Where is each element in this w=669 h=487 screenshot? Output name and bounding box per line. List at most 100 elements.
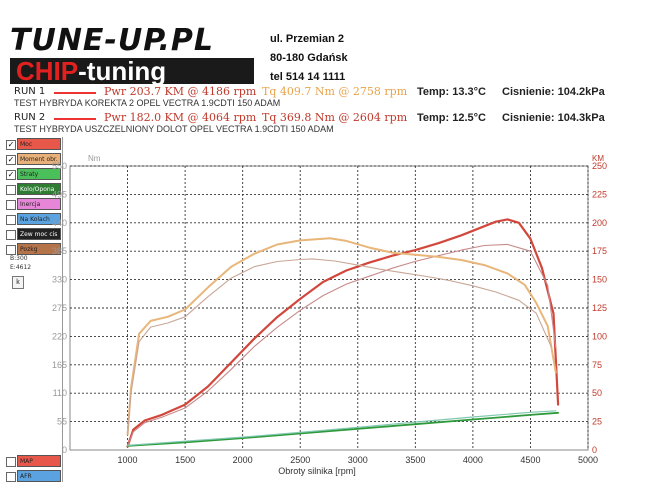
legend-swatch-label: Na Kolach [17,213,61,225]
y-right-tick-label: 0 [592,445,597,455]
legend-item[interactable]: ✓ Straty [4,168,62,181]
legend-swatch-label: Straty [17,168,61,180]
legend-item[interactable]: Na Kolach [4,213,62,226]
x-tick-label: 3000 [348,455,368,465]
legend-checkbox[interactable] [6,457,16,467]
run2-label: RUN 2 [14,112,46,123]
y-right-tick-label: 125 [592,303,607,313]
y-right-tick-label: 200 [592,218,607,228]
x-tick-label: 1500 [175,455,195,465]
legend-checkbox[interactable] [6,200,16,210]
run2-temp: Temp: 12.5°C [417,112,486,124]
series-line [127,410,557,446]
y-right-tick-label: 50 [592,388,602,398]
legend-item[interactable]: AFR [4,470,62,483]
y-left-tick-label: 440 [52,218,67,228]
legend-checkbox[interactable]: ✓ [6,155,16,165]
legend-swatch-label: Moment obr. [17,153,61,165]
legend-checkbox[interactable] [6,185,16,195]
y-right-tick-label: 175 [592,246,607,256]
legend-swatch-label: Kolo/Opona [17,183,61,195]
b-value: B:300 [10,255,28,262]
address-city: 80-180 Gdańsk [270,52,348,64]
address-block: ul. Przemian 2 80-180 Gdańsk tel 514 14 … [270,30,348,87]
run2-pressure: Cisnienie: 104.3kPa [502,112,605,124]
series-line [126,411,559,447]
y-left-tick-label: 55 [57,417,67,427]
legend-item[interactable]: Kolo/Opona [4,183,62,196]
legend-checkbox[interactable] [6,245,16,255]
legend-checkbox[interactable] [6,215,16,225]
legend-list: ✓ Moc ✓ Moment obr. ✓ Straty Kolo/Opona Inercja… [4,138,62,256]
series-line [126,218,560,448]
address-phone: tel 514 14 1111 [270,71,346,83]
run2-power: Pwr 182.0 KM @ 4064 rpm [104,111,257,124]
legend-swatch-label: Moc [17,138,61,150]
y-right-axis-label: KM [592,154,604,163]
run1-torque: Tq 409.7 Nm @ 2758 rpm [262,85,408,98]
y-left-tick-label: 330 [52,275,67,285]
legend-swatch-label: Zew moc cis [17,228,61,240]
legend-item[interactable]: ✓ Moment obr. [4,153,62,166]
run1-label: RUN 1 [14,86,46,97]
y-left-tick-label: 495 [52,189,67,199]
legend-item[interactable]: ✓ Moc [4,138,62,151]
y-right-tick-label: 75 [592,360,602,370]
legend-checkbox[interactable] [6,230,16,240]
run2-torque: Tq 369.8 Nm @ 2604 rpm [262,111,408,124]
y-left-tick-label: 165 [52,360,67,370]
y-left-tick-label: 220 [52,331,67,341]
legend-bottom-list: MAP AFR [4,454,62,485]
legend-item[interactable]: Pozkg [4,243,62,256]
run2-description: TEST HYBRYDA USZCZELNIONY DOLOT OPEL VEC… [14,124,334,134]
y-left-tick-label: 385 [52,246,67,256]
y-left-axis-label: Nm [88,154,101,163]
run1-line-swatch [54,92,96,94]
legend-swatch-label: AFR [17,470,61,482]
run1-temp: Temp: 13.3°C [417,86,486,98]
address-street: ul. Przemian 2 [270,33,344,45]
legend-item[interactable]: Inercja [4,198,62,211]
series-line [127,243,557,448]
y-right-tick-label: 25 [592,417,602,427]
logo-title: TUNE-UP.PL [10,23,214,58]
legend-item[interactable]: MAP [4,455,62,468]
x-tick-label: 2500 [290,455,310,465]
y-right-tick-label: 100 [592,331,607,341]
y-left-tick-label: 550 [52,161,67,171]
legend-checkbox[interactable]: ✓ [6,170,16,180]
x-axis-label: Obroty silnika [rpm] [278,466,356,476]
k-button[interactable]: k [12,276,24,289]
y-right-tick-label: 150 [592,275,607,285]
legend-sidebar: ✓ Moc ✓ Moment obr. ✓ Straty Kolo/Opona Inercja… [4,137,63,482]
run1-pressure: Cisnienie: 104.2kPa [502,86,605,98]
y-right-tick-label: 225 [592,189,607,199]
run1-description: TEST HYBRYDA KOREKTA 2 OPEL VECTRA 1.9CD… [14,98,281,108]
logo-chip-text: CHIP [16,56,79,86]
x-tick-label: 2000 [233,455,253,465]
y-left-tick-label: 110 [53,388,67,398]
e-value: E:4612 [10,264,32,271]
y-left-tick-label: 0 [62,445,67,455]
x-tick-label: 4000 [463,455,483,465]
legend-checkbox[interactable] [6,472,16,482]
legend-item[interactable]: Zew moc cis [4,228,62,241]
series-line [127,258,552,436]
x-tick-label: 5000 [578,455,598,465]
y-left-tick-label: 275 [52,303,67,313]
x-tick-label: 1000 [118,455,138,465]
series-line [126,237,557,436]
run1-power: Pwr 203.7 KM @ 4186 rpm [104,85,257,98]
runs-info: RUN 1 Pwr 203.7 KM @ 4186 rpm Tq 409.7 N… [14,85,664,136]
x-tick-label: 4500 [520,455,540,465]
run2-line-swatch [54,118,96,120]
logo-subtitle: CHIP-tuning [10,58,254,84]
legend-swatch-label: MAP [17,455,61,467]
legend-checkbox[interactable]: ✓ [6,140,16,150]
tune-up-logo: TUNE-UP.PL CHIP-tuning [10,26,254,86]
legend-swatch-label: Pozkg [17,243,61,255]
y-right-tick-label: 250 [592,161,607,171]
legend-swatch-label: Inercja [17,198,61,210]
x-tick-label: 3500 [405,455,425,465]
